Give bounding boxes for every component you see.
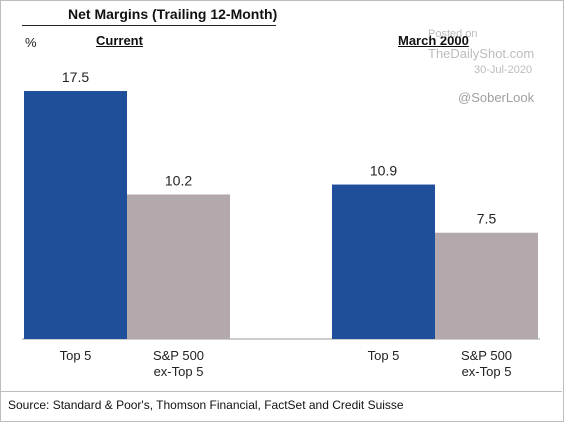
bar-current-top-5: [24, 91, 127, 340]
watermark-handle: @SoberLook: [458, 90, 535, 105]
watermark-date: 30-Jul-2020: [474, 64, 533, 76]
data-label: 17.5: [62, 69, 89, 85]
source-note: Source: Standard & Poor's, Thomson Finan…: [8, 398, 404, 412]
bar-march-2000-top-5: [332, 184, 435, 339]
category-label: Top 5: [368, 348, 400, 363]
chart-title: Net Margins (Trailing 12-Month): [68, 6, 278, 22]
y-unit-label: %: [25, 35, 37, 50]
group-label-march-2000: March 2000: [398, 33, 469, 48]
watermark-site: TheDailyShot.com: [428, 46, 535, 61]
data-label: 7.5: [477, 211, 497, 227]
watermark-posted: Posted on: [428, 28, 478, 40]
category-label: Top 5: [60, 348, 92, 363]
bar-current-sp500-ex-top-5: [127, 194, 230, 339]
data-label: 10.9: [370, 163, 397, 179]
data-label: 10.2: [165, 172, 192, 188]
title-underline: [22, 25, 276, 26]
bar-march-2000-sp500-ex-top-5: [435, 232, 538, 339]
category-label: S&P 500: [153, 348, 204, 363]
category-label: S&P 500: [461, 348, 512, 363]
group-label-current: Current: [96, 33, 143, 48]
category-label: ex-Top 5: [462, 364, 512, 379]
source-divider: [0, 391, 562, 392]
category-label: ex-Top 5: [154, 364, 204, 379]
